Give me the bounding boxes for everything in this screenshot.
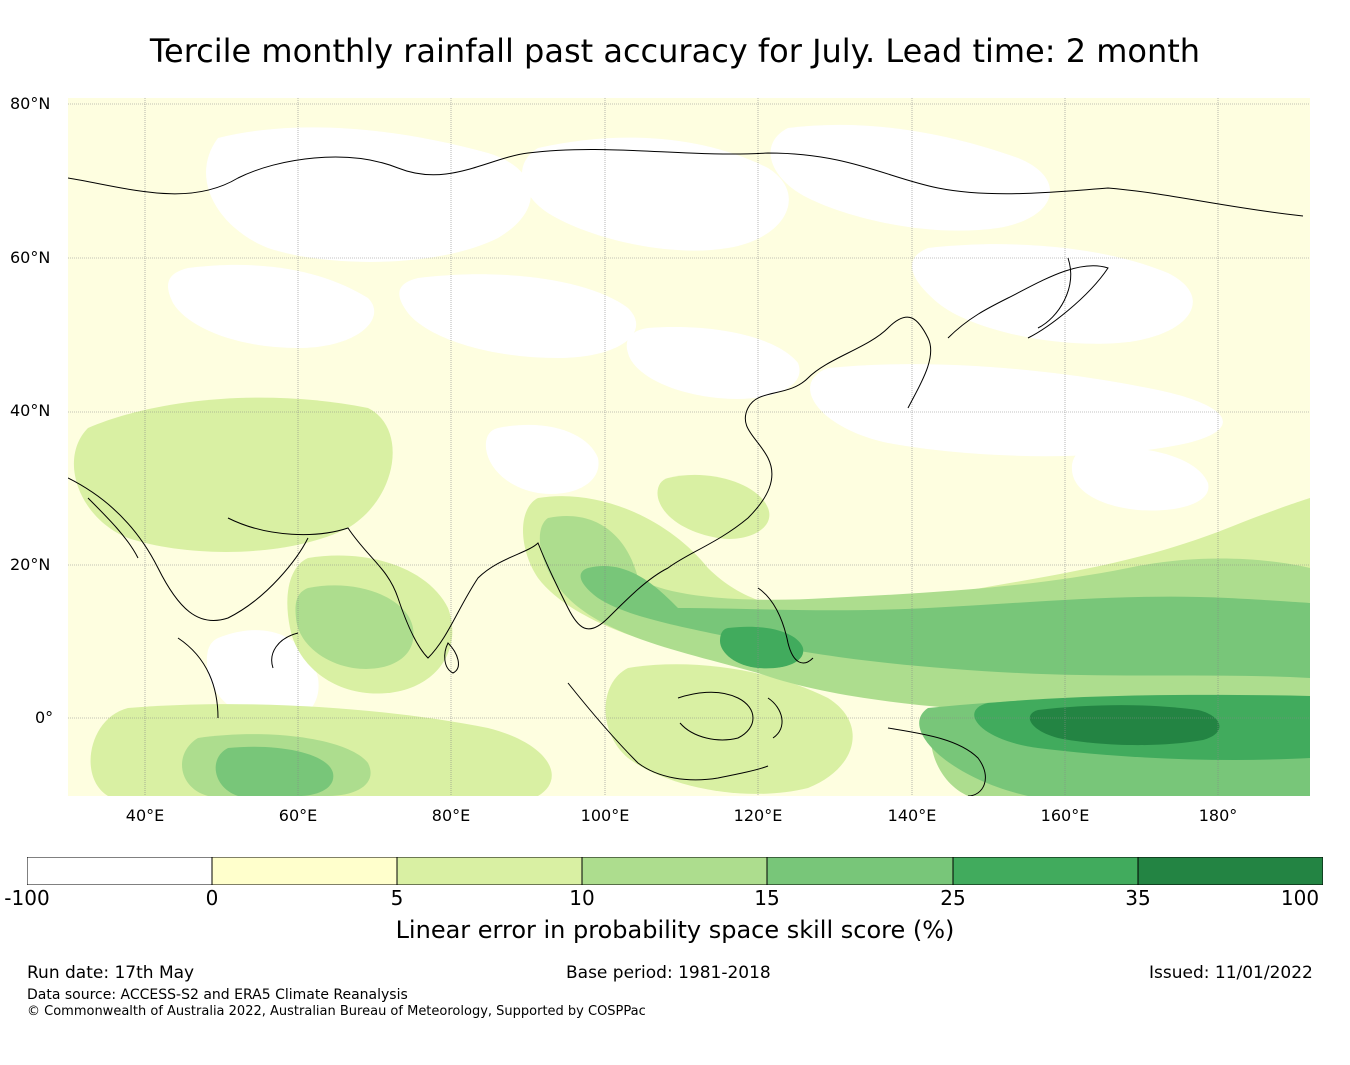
colorbar-bin-25-35: [952, 857, 1139, 885]
map-title: Tercile monthly rainfall past accuracy f…: [149, 32, 1201, 70]
base-period: Base period: 1981-2018: [566, 963, 771, 983]
skill-35-100-areas: [1029, 705, 1220, 746]
colorbar: [27, 857, 1323, 885]
colorbar-bin-35-100: [1137, 857, 1323, 885]
coastlines: [68, 148, 1304, 796]
longitude-label-100e: 100°E: [580, 806, 630, 825]
latitude-label-20n: 20°N: [10, 555, 51, 574]
colorbar-tick-100: 100: [1280, 886, 1320, 910]
latitude-label-80n: 80°N: [10, 94, 51, 113]
colorbar-tick-neg100: -100: [4, 886, 50, 910]
map-gridlines: [68, 98, 1310, 796]
colorbar-label: Linear error in probability space skill …: [395, 916, 955, 944]
colorbar-tick-5: 5: [390, 886, 404, 910]
longitude-label-60e: 60°E: [278, 806, 318, 825]
colorbar-bin-neg100-0: [27, 857, 213, 885]
copyright: © Commonwealth of Australia 2022, Austra…: [27, 1004, 646, 1019]
longitude-label-40e: 40°E: [125, 806, 165, 825]
latitude-label-60n: 60°N: [10, 248, 51, 267]
colorbar-tick-10: 10: [569, 886, 595, 910]
colorbar-bin-10-15: [581, 857, 768, 885]
latitude-label-equator: 0°: [35, 708, 54, 727]
colorbar-tick-0: 0: [205, 886, 219, 910]
colorbar-bin-5-10: [396, 857, 583, 885]
colorbar-bin-15-25: [766, 857, 954, 885]
issued-date: Issued: 11/01/2022: [1149, 963, 1313, 983]
longitude-label-160e: 160°E: [1040, 806, 1090, 825]
longitude-label-140e: 140°E: [887, 806, 937, 825]
longitude-label-120e: 120°E: [733, 806, 783, 825]
latitude-label-40n: 40°N: [10, 401, 51, 420]
colorbar-tick-15: 15: [754, 886, 780, 910]
run-date: Run date: 17th May: [27, 963, 195, 983]
longitude-label-180: 180°: [1198, 806, 1238, 825]
skill-score-map: [68, 98, 1310, 796]
colorbar-tick-35: 35: [1125, 886, 1151, 910]
colorbar-tick-25: 25: [940, 886, 966, 910]
data-source: Data source: ACCESS-S2 and ERA5 Climate …: [27, 987, 408, 1003]
no-skill-areas: [168, 124, 1223, 745]
longitude-label-80e: 80°E: [431, 806, 471, 825]
colorbar-bin-0-5: [211, 857, 398, 885]
